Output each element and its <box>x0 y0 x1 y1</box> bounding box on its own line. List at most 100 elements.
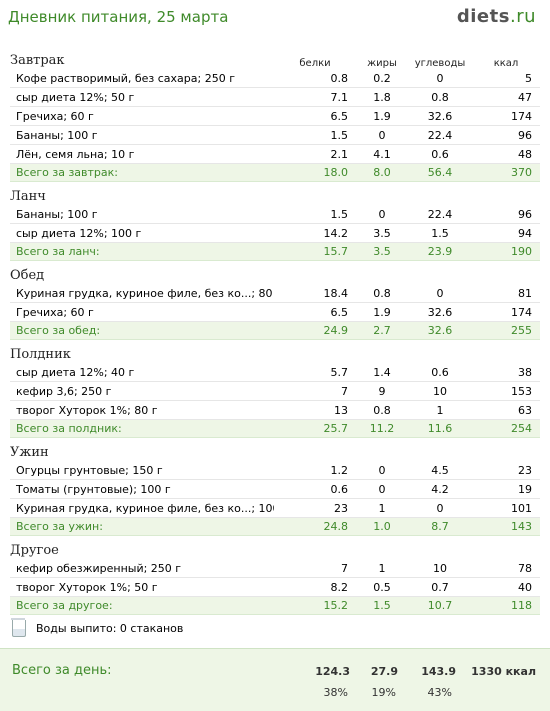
food-kcal: 96 <box>472 125 540 145</box>
food-kcal: 38 <box>472 363 540 382</box>
meal-total-row: Всего за другое: 15.2 1.5 10.7 118 <box>10 596 540 615</box>
meal-total-kcal: 143 <box>472 517 540 536</box>
food-row[interactable]: Куриная грудка, куриное филе, без ко...;… <box>10 498 540 518</box>
food-carbs: 32.6 <box>408 106 472 126</box>
food-name[interactable]: Огурцы грунтовые; 150 г <box>10 461 274 480</box>
food-row[interactable]: сыр диета 12%; 40 г 5.7 1.4 0.6 38 <box>10 363 540 382</box>
food-fat: 1 <box>356 559 408 578</box>
food-carbs: 0.6 <box>408 363 472 382</box>
column-carbs: углеводы <box>414 58 466 69</box>
food-row[interactable]: творог Хуторок 1%; 50 г 8.2 0.5 0.7 40 <box>10 577 540 597</box>
food-row[interactable]: Бананы; 100 г 1.5 0 22.4 96 <box>10 205 540 224</box>
food-row[interactable]: сыр диета 12%; 50 г 7.1 1.8 0.8 47 <box>10 87 540 107</box>
food-kcal: 174 <box>472 302 540 322</box>
food-carbs: 0 <box>408 69 472 88</box>
meal-total-kcal: 254 <box>472 419 540 438</box>
food-name[interactable]: Куриная грудка, куриное филе, без ко...;… <box>10 498 274 518</box>
food-row[interactable]: кефир 3,6; 250 г 7 9 10 153 <box>10 381 540 401</box>
food-carbs: 1.5 <box>408 223 472 243</box>
food-name[interactable]: Бананы; 100 г <box>10 125 274 145</box>
food-protein: 7.1 <box>274 87 356 107</box>
food-name[interactable]: творог Хуторок 1%; 80 г <box>10 400 274 420</box>
food-fat: 1 <box>356 498 408 518</box>
food-row[interactable]: сыр диета 12%; 100 г 14.2 3.5 1.5 94 <box>10 223 540 243</box>
column-protein: белки <box>299 58 331 69</box>
food-kcal: 48 <box>472 144 540 164</box>
food-carbs: 1 <box>408 400 472 420</box>
day-total-label: Всего за день: <box>12 663 112 678</box>
food-name[interactable]: Гречиха; 60 г <box>10 302 274 322</box>
meal-total-label: Всего за другое: <box>10 596 274 615</box>
food-protein: 18.4 <box>274 284 356 303</box>
header-spacer <box>356 182 408 206</box>
food-row[interactable]: Гречиха; 60 г 6.5 1.9 32.6 174 <box>10 106 540 126</box>
header-spacer <box>408 182 472 206</box>
header-spacer <box>274 261 356 285</box>
food-fat: 1.4 <box>356 363 408 382</box>
food-fat: 0.5 <box>356 577 408 597</box>
meal-total-label: Всего за обед: <box>10 321 274 340</box>
food-name[interactable]: сыр диета 12%; 100 г <box>10 223 274 243</box>
food-name[interactable]: Куриная грудка, куриное филе, без ко...;… <box>10 284 274 303</box>
food-name[interactable]: сыр диета 12%; 40 г <box>10 363 274 382</box>
food-name[interactable]: Гречиха; 60 г <box>10 106 274 126</box>
food-carbs: 32.6 <box>408 302 472 322</box>
food-protein: 6.5 <box>274 302 356 322</box>
food-protein: 6.5 <box>274 106 356 126</box>
meal-total-protein: 25.7 <box>274 419 356 438</box>
food-protein: 7 <box>274 381 356 401</box>
meal-total-protein: 24.9 <box>274 321 356 340</box>
food-row[interactable]: кефир обезжиренный; 250 г 7 1 10 78 <box>10 559 540 578</box>
food-row[interactable]: Гречиха; 60 г 6.5 1.9 32.6 174 <box>10 302 540 322</box>
food-name[interactable]: сыр диета 12%; 50 г <box>10 87 274 107</box>
food-protein: 8.2 <box>274 577 356 597</box>
glass-icon[interactable] <box>11 617 26 637</box>
food-kcal: 174 <box>472 106 540 126</box>
meal-total-fat: 1.5 <box>356 596 408 615</box>
food-fat: 0 <box>356 125 408 145</box>
food-carbs: 0.7 <box>408 577 472 597</box>
food-kcal: 94 <box>472 223 540 243</box>
meal-header-row: Полдник <box>10 340 540 364</box>
food-row[interactable]: Томаты (грунтовые); 100 г 0.6 0 4.2 19 <box>10 479 540 499</box>
header-spacer <box>408 261 472 285</box>
food-name[interactable]: Кофе растворимый, без сахара; 250 г <box>10 69 274 88</box>
column-kcal: ккал <box>493 58 519 69</box>
food-row[interactable]: творог Хуторок 1%; 80 г 13 0.8 1 63 <box>10 400 540 420</box>
food-carbs: 0.6 <box>408 144 472 164</box>
food-protein: 14.2 <box>274 223 356 243</box>
header-spacer <box>274 182 356 206</box>
food-name[interactable]: творог Хуторок 1%; 50 г <box>10 577 274 597</box>
header-spacer <box>408 536 472 560</box>
food-row[interactable]: Лён, семя льна; 10 г 2.1 4.1 0.6 48 <box>10 144 540 164</box>
food-row[interactable]: Огурцы грунтовые; 150 г 1.2 0 4.5 23 <box>10 461 540 480</box>
food-name[interactable]: кефир 3,6; 250 г <box>10 381 274 401</box>
site-logo[interactable]: diets.ru <box>457 6 536 27</box>
food-row[interactable]: Бананы; 100 г 1.5 0 22.4 96 <box>10 125 540 145</box>
meal-total-carbs: 32.6 <box>408 321 472 340</box>
meal-total-fat: 2.7 <box>356 321 408 340</box>
meal-title: Завтрак <box>10 53 65 68</box>
food-name[interactable]: Томаты (грунтовые); 100 г <box>10 479 274 499</box>
food-fat: 0 <box>356 205 408 224</box>
header-spacer <box>408 340 472 364</box>
food-row[interactable]: Куриная грудка, куриное филе, без ко...;… <box>10 284 540 303</box>
food-fat: 0.8 <box>356 400 408 420</box>
meal-total-protein: 15.7 <box>274 242 356 261</box>
header-spacer <box>274 438 356 462</box>
food-fat: 9 <box>356 381 408 401</box>
food-kcal: 19 <box>472 479 540 499</box>
food-name[interactable]: Лён, семя льна; 10 г <box>10 144 274 164</box>
food-name[interactable]: Бананы; 100 г <box>10 205 274 224</box>
food-name[interactable]: кефир обезжиренный; 250 г <box>10 559 274 578</box>
meal-total-row: Всего за ланч: 15.7 3.5 23.9 190 <box>10 242 540 261</box>
meal-header-row: Ланч <box>10 182 540 206</box>
day-total-fat-pct: 19% <box>371 686 396 699</box>
food-row[interactable]: Кофе растворимый, без сахара; 250 г 0.8 0.… <box>10 69 540 88</box>
food-protein: 0.8 <box>274 69 356 88</box>
meal-total-protein: 24.8 <box>274 517 356 536</box>
food-carbs: 22.4 <box>408 125 472 145</box>
food-carbs: 22.4 <box>408 205 472 224</box>
food-protein: 1.2 <box>274 461 356 480</box>
meal-total-fat: 3.5 <box>356 242 408 261</box>
